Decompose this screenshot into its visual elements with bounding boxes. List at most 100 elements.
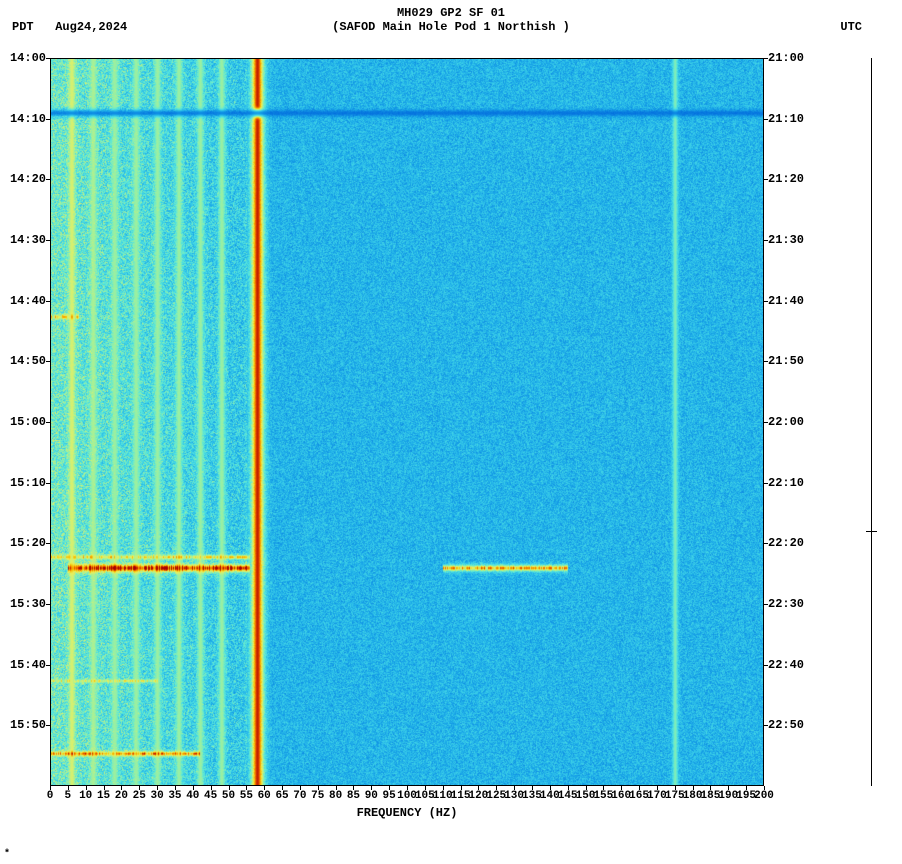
scalebar-tick [866, 531, 877, 532]
ytick-right: 22:10 [764, 476, 804, 490]
ytick-mark [764, 179, 768, 180]
ytick-mark [46, 543, 50, 544]
xtick-mark [86, 786, 87, 790]
xtick-mark [50, 786, 51, 790]
xtick-mark [639, 786, 640, 790]
xtick-mark [300, 786, 301, 790]
ytick-left: 14:20 [10, 172, 50, 186]
ytick-mark [764, 604, 768, 605]
ytick-mark [764, 725, 768, 726]
amplitude-scalebar [871, 58, 872, 786]
ytick-left: 14:10 [10, 112, 50, 126]
xtick-mark [389, 786, 390, 790]
xtick-mark [657, 786, 658, 790]
ytick-mark [764, 301, 768, 302]
xtick-mark [157, 786, 158, 790]
ytick-left: 14:40 [10, 294, 50, 308]
ytick-mark [764, 119, 768, 120]
ytick-left: 14:50 [10, 354, 50, 368]
ytick-right: 22:20 [764, 536, 804, 550]
ytick-left: 15:20 [10, 536, 50, 550]
ytick-left: 15:10 [10, 476, 50, 490]
xtick-mark [193, 786, 194, 790]
ytick-mark [46, 361, 50, 362]
left-tz: PDT [12, 20, 34, 34]
xtick-mark [229, 786, 230, 790]
ytick-mark [46, 179, 50, 180]
ytick-right: 22:50 [764, 718, 804, 732]
ytick-right: 21:20 [764, 172, 804, 186]
xtick-mark [407, 786, 408, 790]
ytick-left: 15:00 [10, 415, 50, 429]
right-tz: UTC [840, 20, 862, 34]
ytick-mark [764, 422, 768, 423]
xtick-mark [318, 786, 319, 790]
ytick-left: 15:40 [10, 658, 50, 672]
xtick-mark [353, 786, 354, 790]
xtick-mark [746, 786, 747, 790]
ytick-mark [764, 361, 768, 362]
ytick-right: 21:30 [764, 233, 804, 247]
ytick-right: 21:10 [764, 112, 804, 126]
xtick-mark [104, 786, 105, 790]
xtick-mark [764, 786, 765, 790]
xtick-mark [68, 786, 69, 790]
ytick-mark [46, 725, 50, 726]
xtick-mark [139, 786, 140, 790]
ytick-right: 22:40 [764, 658, 804, 672]
ytick-mark [764, 483, 768, 484]
left-date: Aug24,2024 [55, 20, 127, 34]
xtick-mark [336, 786, 337, 790]
ytick-right: 22:00 [764, 415, 804, 429]
xtick-mark [710, 786, 711, 790]
ytick-mark [46, 483, 50, 484]
ytick-mark [764, 543, 768, 544]
ytick-left: 14:30 [10, 233, 50, 247]
title-line2: (SAFOD Main Hole Pod 1 Northish ) [0, 20, 902, 34]
xtick-mark [586, 786, 587, 790]
ytick-mark [46, 58, 50, 59]
xtick-mark [514, 786, 515, 790]
xtick-mark [532, 786, 533, 790]
ytick-mark [46, 604, 50, 605]
xtick-mark [121, 786, 122, 790]
xtick-mark [550, 786, 551, 790]
ytick-mark [46, 422, 50, 423]
ytick-mark [46, 665, 50, 666]
ytick-mark [46, 301, 50, 302]
title-line1: MH029 GP2 SF 01 [0, 6, 902, 20]
header-right: UTC [840, 20, 862, 34]
xtick-mark [282, 786, 283, 790]
ytick-left: 14:00 [10, 51, 50, 65]
xtick-mark [675, 786, 676, 790]
xtick-mark [443, 786, 444, 790]
xtick-mark [603, 786, 604, 790]
xtick-mark [425, 786, 426, 790]
ytick-mark [46, 240, 50, 241]
ytick-left: 15:50 [10, 718, 50, 732]
xtick-mark [211, 786, 212, 790]
ytick-right: 21:50 [764, 354, 804, 368]
ytick-mark [764, 665, 768, 666]
xtick-mark [496, 786, 497, 790]
header-left: PDT Aug24,2024 [12, 20, 127, 34]
ytick-right: 22:30 [764, 597, 804, 611]
xtick-mark [461, 786, 462, 790]
xtick-mark [175, 786, 176, 790]
xtick-mark [621, 786, 622, 790]
xtick-mark [371, 786, 372, 790]
ytick-mark [46, 119, 50, 120]
spectrogram-canvas [50, 58, 764, 786]
ytick-mark [764, 58, 768, 59]
xtick-mark [568, 786, 569, 790]
corner-mark: * [4, 849, 10, 860]
xtick-mark [478, 786, 479, 790]
ytick-right: 21:00 [764, 51, 804, 65]
xtick-mark [246, 786, 247, 790]
xtick-mark [693, 786, 694, 790]
ytick-left: 15:30 [10, 597, 50, 611]
x-axis-label: FREQUENCY (HZ) [50, 806, 764, 820]
ytick-mark [764, 240, 768, 241]
xtick-mark [264, 786, 265, 790]
spectrogram-plot: 14:0021:0014:1021:1014:2021:2014:3021:30… [50, 58, 764, 786]
